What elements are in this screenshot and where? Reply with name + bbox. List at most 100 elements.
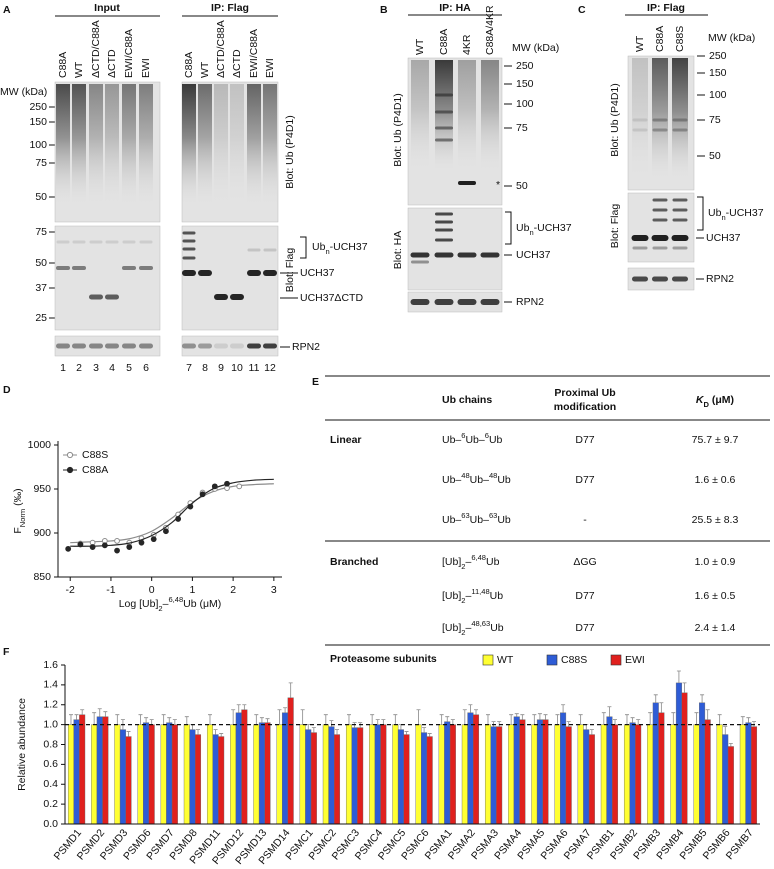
blot-band [632, 128, 648, 132]
blot-band [652, 218, 668, 222]
protein-label: UCH37ΔCTD [300, 292, 363, 304]
blot-band [651, 235, 669, 241]
protein-label-part: -UCH37 [534, 222, 572, 234]
error-bar [323, 714, 328, 725]
blot [181, 335, 279, 357]
lane-label: C88A [183, 52, 195, 78]
blot-band [672, 118, 688, 122]
blot-band [89, 343, 103, 349]
blot-band [672, 276, 688, 282]
bar [96, 716, 103, 825]
error-bar [613, 719, 618, 725]
blot-band [632, 246, 648, 250]
blot-band [671, 235, 689, 241]
blot-smear [672, 58, 688, 178]
blot-band [139, 240, 153, 244]
bar [647, 724, 654, 825]
section-title: IP: HA [439, 2, 471, 14]
y-tick-label: 0.2 [43, 798, 58, 810]
modification-cell: ΔGG [573, 556, 596, 568]
chain-cell: Ub–6Ub–6Ub [442, 431, 503, 446]
error-bar [462, 709, 467, 725]
error-bar [381, 719, 386, 725]
panel-label: C [578, 4, 586, 16]
column-header: KD (μM) [696, 394, 734, 409]
error-bar [445, 716, 450, 722]
chain-cell-part: – [465, 590, 471, 602]
data-point [150, 536, 157, 543]
data-point [65, 545, 72, 552]
protein-label: Ubn-UCH37 [708, 207, 764, 222]
legend-label: C88S [561, 654, 587, 666]
column-header-italic: K [696, 394, 705, 406]
bar [519, 719, 526, 825]
blot-band [182, 231, 196, 235]
column-header: Proximal Ub [554, 387, 615, 399]
y-axis-label: FNorm (‰) [12, 488, 27, 533]
blot [407, 207, 503, 291]
lane-label: C88A [57, 52, 69, 78]
bar [560, 712, 567, 825]
error-bar [393, 714, 398, 725]
chain-cell-sup: 48 [489, 471, 497, 480]
blot-smear [411, 60, 429, 170]
lane-label: WT [199, 61, 211, 78]
mw-label: 75 [516, 122, 528, 134]
error-bar [653, 694, 658, 703]
bar [606, 716, 613, 825]
bar [137, 724, 144, 825]
error-bar [97, 708, 102, 717]
blot-band [410, 252, 430, 258]
error-bar [283, 707, 288, 713]
bar [600, 724, 607, 825]
protein-label: Ubn-UCH37 [516, 222, 572, 237]
blot-band [182, 256, 196, 260]
blot-smear [122, 84, 136, 204]
error-bar [485, 714, 490, 725]
x-tick-label: 0 [149, 584, 155, 596]
legend-marker [66, 466, 74, 474]
bar [727, 746, 734, 825]
blot-label: Blot: Ub (P4D1) [609, 83, 621, 157]
y-axis-label-sub: Norm [18, 509, 27, 527]
column-header-part: (μM) [709, 394, 734, 406]
lane-label: ΔCTD [106, 49, 118, 78]
legend-swatch [546, 654, 558, 666]
legend-label: EWI [625, 654, 645, 666]
mw-label: 250 [29, 101, 47, 113]
bar [612, 724, 619, 825]
blot-band [652, 128, 668, 132]
mw-label: 37 [35, 282, 47, 294]
blot-band [435, 110, 453, 114]
error-bar [468, 704, 473, 713]
bar [374, 724, 381, 825]
bar [334, 734, 341, 825]
lane-number: 12 [264, 362, 276, 374]
lane-number: 9 [218, 362, 224, 374]
mw-label: 50 [709, 150, 721, 162]
error-bar [509, 714, 514, 725]
error-bar [277, 709, 282, 725]
blot-smear [105, 84, 119, 204]
blot-band [105, 240, 119, 244]
error-bar [705, 709, 710, 720]
blot-band [632, 276, 648, 282]
bar [704, 719, 711, 825]
error-bar [700, 694, 705, 703]
lane-label: EWI [264, 58, 276, 78]
blot-band [411, 260, 429, 264]
blot [181, 225, 279, 331]
bar [189, 729, 196, 825]
protein-label-part: -UCH37 [726, 207, 764, 219]
bar [369, 724, 376, 825]
bar [299, 724, 306, 825]
bar [73, 719, 80, 825]
error-bar [161, 714, 166, 725]
mw-label: 50 [35, 257, 47, 269]
lane-number: 1 [60, 362, 66, 374]
error-bar [167, 717, 172, 723]
blot-band [435, 228, 453, 232]
blot-band [122, 240, 136, 244]
chain-cell-sup: 6,48 [471, 553, 486, 562]
lane-label: EWI/C88A [248, 29, 260, 78]
